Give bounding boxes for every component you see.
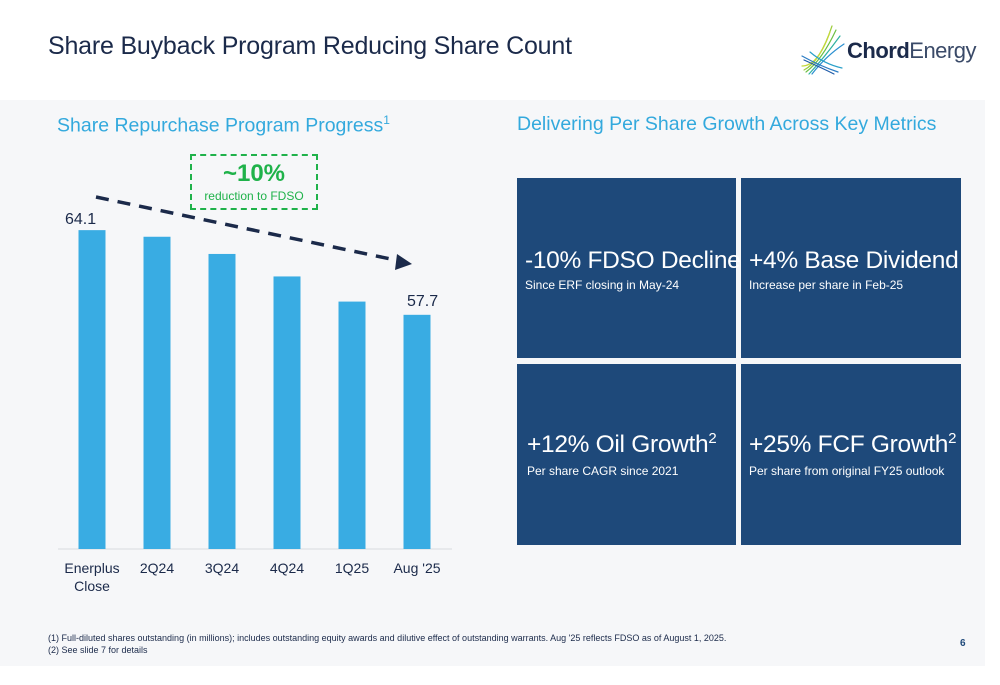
metric-tile-headline-text: -10% FDSO Decline <box>525 247 741 275</box>
metric-tile-oil: +12% Oil Growth2 Per share CAGR since 20… <box>517 364 736 545</box>
callout-percentage: ~10% <box>222 160 286 187</box>
chord-energy-logo <box>801 25 845 75</box>
bar-2 <box>208 253 236 549</box>
data-label-0: 64.1 <box>65 211 96 228</box>
footnote-1: (1) Full-diluted shares outstanding (in … <box>48 633 727 643</box>
bar-4 <box>338 301 366 549</box>
x-tick-label-5: Aug '25 <box>393 560 440 576</box>
logo-wordmark: ChordEnergy <box>847 38 976 64</box>
bar-5 <box>403 314 431 549</box>
metric-tile-footnote: 2 <box>708 430 717 447</box>
footnote-2: (2) See slide 7 for details <box>48 645 148 655</box>
trend-arrow-head <box>395 254 412 270</box>
bar-1 <box>143 236 171 549</box>
metric-tile-dividend: +4% Base Dividend Increase per share in … <box>741 178 961 358</box>
callout-caption: reduction to FDSO <box>204 189 304 203</box>
metric-tile-footnote: 2 <box>948 430 957 447</box>
metric-tile-headline: +25% FCF Growth2 <box>749 430 956 459</box>
x-tick-label-0-line2: Close <box>74 578 110 594</box>
metric-tile-caption: Per share CAGR since 2021 <box>527 464 679 478</box>
metric-tile-fcf: +25% FCF Growth2 Per share from original… <box>741 364 961 545</box>
x-tick-label-1: 2Q24 <box>140 560 174 576</box>
metric-tile-fdso: -10% FDSO Decline Since ERF closing in M… <box>517 178 741 358</box>
logo-word-energy: Energy <box>909 38 976 63</box>
metric-tile-caption: Per share from original FY25 outlook <box>749 464 945 478</box>
x-tick-label-3: 4Q24 <box>270 560 304 576</box>
page-title: Share Buyback Program Reducing Share Cou… <box>48 32 572 60</box>
x-tick-label-2: 3Q24 <box>205 560 239 576</box>
bar-0 <box>78 230 106 549</box>
x-tick-label-0: Enerplus <box>64 560 119 576</box>
page-number: 6 <box>960 638 966 649</box>
x-tick-label-4: 1Q25 <box>335 560 369 576</box>
footnotes: (1) Full-diluted shares outstanding (in … <box>48 632 726 656</box>
right-section-title: Delivering Per Share Growth Across Key M… <box>517 113 937 135</box>
share-count-bar-chart: 64.1 Enerplus Close 2Q24 3Q24 4Q24 1Q25 57.7 Aug… <box>58 195 452 594</box>
metric-tile-headline-text: +25% FCF Growth <box>749 431 949 459</box>
metric-tile-headline-text: +12% Oil Growth <box>527 431 709 459</box>
reduction-callout: ~10% reduction to FDSO <box>190 154 318 210</box>
metric-tile-headline: +4% Base Dividend <box>749 246 959 275</box>
left-section-title: Share Repurchase Program Progress1 <box>57 113 390 138</box>
metric-tile-headline: -10% FDSO Decline <box>525 246 741 275</box>
metric-tile-caption: Since ERF closing in May-24 <box>525 278 680 292</box>
metric-tile-caption: Increase per share in Feb-25 <box>749 278 904 292</box>
trend-arrow-line <box>95 195 401 263</box>
logo-word-chord: Chord <box>847 38 910 63</box>
left-section-title-text: Share Repurchase Program Progress <box>57 114 384 137</box>
left-section-title-footnote: 1 <box>383 113 390 127</box>
metric-tile-headline: +12% Oil Growth2 <box>527 430 717 459</box>
data-label-5: 57.7 <box>407 293 438 310</box>
metric-tile-headline-text: +4% Base Dividend <box>749 247 959 275</box>
bar-3 <box>273 276 301 549</box>
